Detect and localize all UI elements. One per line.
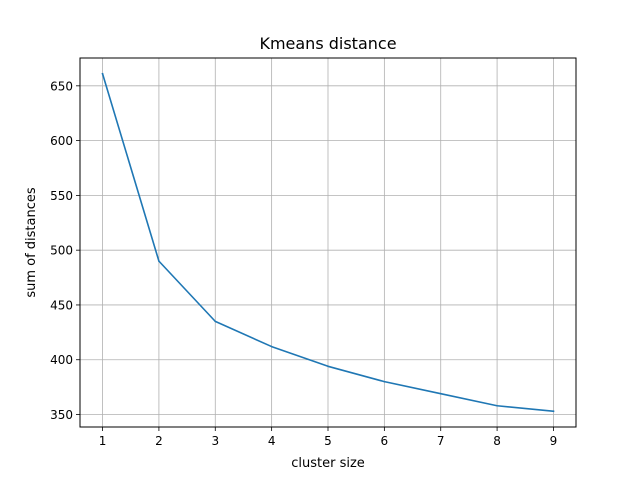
data-point	[439, 392, 442, 395]
y-tick-label: 650	[50, 79, 73, 93]
x-tick-label: 5	[324, 434, 332, 448]
y-tick-label: 450	[50, 298, 73, 312]
data-point	[158, 260, 160, 262]
series-layer	[101, 72, 555, 413]
grid	[80, 58, 576, 427]
x-tick-label: 8	[493, 434, 501, 448]
y-tick-label: 550	[50, 189, 73, 203]
x-tick-label: 9	[550, 434, 558, 448]
y-tick-label: 500	[50, 244, 73, 258]
data-point	[214, 320, 217, 323]
data-point	[552, 410, 555, 413]
x-axis: 1 2 3 4 5 6 7 8 9	[99, 427, 558, 448]
y-tick-label: 600	[50, 134, 73, 148]
y-tick-label: 400	[50, 353, 73, 367]
x-tick-label: 2	[155, 434, 163, 448]
data-point	[383, 380, 386, 383]
y-axis-label: sum of distances	[24, 187, 39, 298]
x-tick-label: 7	[437, 434, 445, 448]
data-point	[327, 365, 329, 368]
data-point	[270, 345, 273, 348]
chart-title: Kmeans distance	[259, 34, 396, 53]
y-axis: 350 400 450 500 550 600 650	[50, 79, 80, 422]
x-tick-label: 1	[99, 434, 107, 448]
x-tick-label: 4	[268, 434, 276, 448]
x-tick-label: 3	[211, 434, 219, 448]
x-axis-label: cluster size	[291, 456, 365, 471]
y-tick-label: 350	[50, 408, 73, 422]
data-point	[101, 72, 104, 75]
data-point	[496, 404, 498, 407]
x-tick-label: 6	[381, 434, 389, 448]
